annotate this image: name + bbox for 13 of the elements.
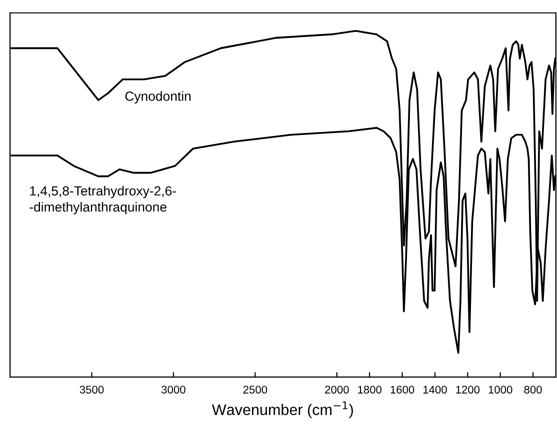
series-label: Cynodontin xyxy=(125,91,191,104)
series-label: 1,4,5,8-Tetrahydroxy-2,6- -dimethylanthraquinone xyxy=(30,186,176,214)
x-tick-label: 2000 xyxy=(325,386,349,394)
x-tick-label: 1000 xyxy=(488,386,512,394)
x-tick-label: 3500 xyxy=(80,386,104,394)
x-tick-label: 1800 xyxy=(358,386,382,394)
x-tick-label: 3000 xyxy=(162,386,186,394)
x-tick-label: 2500 xyxy=(243,386,268,394)
x-tick-label: 1600 xyxy=(390,386,414,394)
x-tick-label: 800 xyxy=(524,386,542,394)
x-tick-label: 1200 xyxy=(456,386,480,394)
x-axis-title: Wavenumber (cm$^{−1}$) xyxy=(212,401,353,418)
x-tick-label: 1400 xyxy=(423,386,447,394)
